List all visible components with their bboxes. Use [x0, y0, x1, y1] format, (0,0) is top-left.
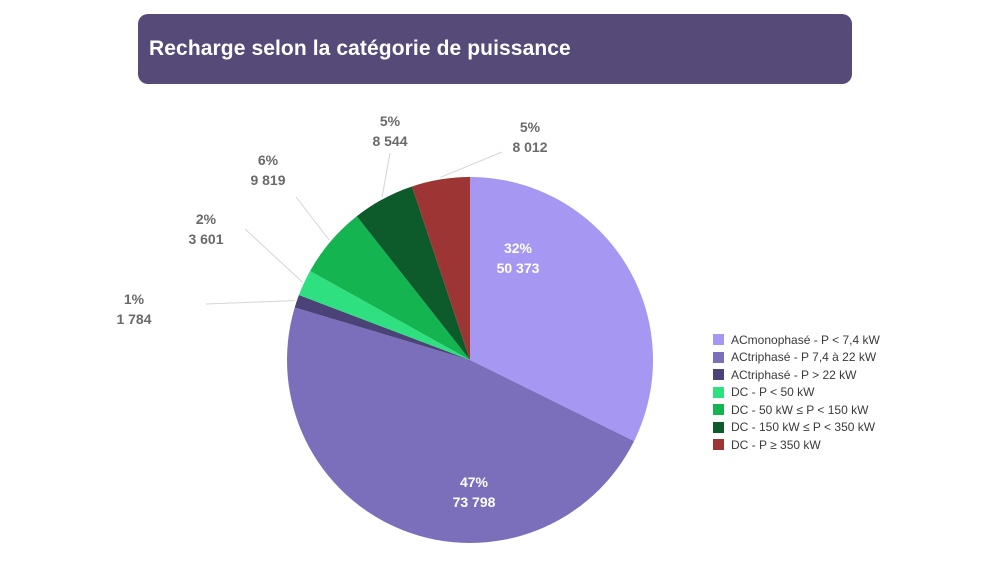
slice-percent-label: 32% — [504, 240, 533, 256]
slice-percent-label: 6% — [258, 152, 279, 168]
legend-item: DC - 150 kW ≤ P < 350 kW — [713, 419, 880, 437]
legend-swatch — [713, 386, 724, 398]
title-banner: Recharge selon la catégorie de puissance — [138, 14, 852, 84]
pie-slice — [310, 216, 470, 360]
legend-swatch — [713, 404, 724, 416]
legend-item: DC - P < 50 kW — [713, 384, 880, 402]
legend-label: DC - 150 kW ≤ P < 350 kW — [731, 420, 876, 435]
slice-percent-label: 1% — [124, 291, 145, 307]
pie-slice — [287, 307, 635, 543]
pie-slice — [411, 177, 470, 360]
leader-line — [440, 151, 503, 178]
slice-value-label: 9 819 — [250, 172, 285, 188]
chart-title: Recharge selon la catégorie de puissance — [149, 37, 571, 60]
chart-legend: ACmonophasé - P < 7,4 kW ACtriphasé - P 7… — [713, 331, 880, 454]
slice-percent-label: 47% — [460, 474, 489, 490]
legend-item: ACtriphasé - P 7,4 à 22 kW — [713, 349, 880, 367]
legend-label: DC - P ≥ 350 kW — [731, 437, 821, 452]
legend-swatch — [713, 351, 724, 363]
pie-slice — [356, 186, 470, 360]
slice-value-label: 3 601 — [188, 231, 223, 247]
legend-label: DC - 50 kW ≤ P < 150 kW — [731, 402, 869, 417]
slice-value-label: 73 798 — [453, 494, 496, 510]
legend-swatch — [713, 334, 724, 346]
slice-value-label: 1 784 — [116, 311, 151, 327]
pie-slice — [294, 295, 470, 360]
legend-swatch — [713, 421, 724, 433]
slice-value-label: 8 012 — [512, 139, 547, 155]
legend-swatch — [713, 369, 724, 381]
leader-line — [295, 196, 330, 241]
legend-swatch — [713, 439, 724, 451]
legend-item: ACmonophasé - P < 7,4 kW — [713, 331, 880, 349]
leader-line — [381, 152, 391, 198]
legend-label: ACtriphasé - P 7,4 à 22 kW — [731, 350, 877, 365]
pie-slice — [470, 177, 653, 442]
slice-percent-label: 2% — [196, 211, 217, 227]
legend-item: DC - 50 kW ≤ P < 150 kW — [713, 401, 880, 419]
legend-item: ACtriphasé - P > 22 kW — [713, 366, 880, 384]
slice-percent-label: 5% — [380, 113, 401, 129]
leader-line — [244, 228, 303, 283]
legend-label: ACmonophasé - P < 7,4 kW — [731, 332, 880, 347]
legend-item: DC - P ≥ 350 kW — [713, 436, 880, 454]
legend-label: DC - P < 50 kW — [731, 385, 815, 400]
leader-line — [205, 300, 295, 305]
pie-slice — [298, 270, 470, 360]
slice-percent-label: 5% — [520, 119, 541, 135]
slice-value-label: 8 544 — [372, 133, 407, 149]
legend-label: ACtriphasé - P > 22 kW — [731, 367, 857, 382]
slice-value-label: 50 373 — [497, 260, 540, 276]
